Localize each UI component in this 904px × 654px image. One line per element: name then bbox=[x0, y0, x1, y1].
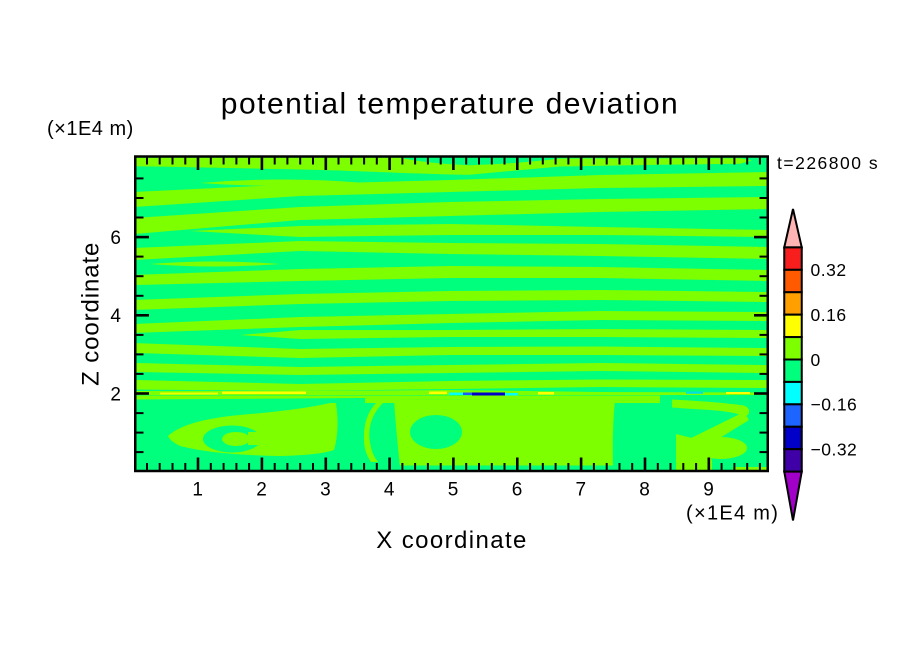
svg-text:t=226800 s: t=226800 s bbox=[777, 153, 879, 173]
svg-text:6: 6 bbox=[512, 480, 523, 501]
svg-text:(×1E4 m): (×1E4 m) bbox=[47, 118, 134, 140]
svg-text:2: 2 bbox=[256, 480, 267, 501]
svg-text:0: 0 bbox=[811, 350, 821, 370]
svg-text:6: 6 bbox=[110, 228, 121, 249]
svg-text:−0.32: −0.32 bbox=[811, 440, 858, 460]
svg-text:2: 2 bbox=[110, 384, 121, 405]
svg-text:1: 1 bbox=[192, 480, 203, 501]
svg-text:9: 9 bbox=[703, 480, 714, 501]
svg-text:4: 4 bbox=[110, 306, 121, 327]
svg-text:3: 3 bbox=[320, 480, 331, 501]
svg-text:5: 5 bbox=[448, 480, 459, 501]
svg-text:7: 7 bbox=[576, 480, 587, 501]
svg-text:potential temperature deviatio: potential temperature deviation bbox=[221, 88, 679, 121]
svg-text:8: 8 bbox=[639, 480, 650, 501]
svg-text:4: 4 bbox=[384, 480, 395, 501]
svg-text:0.16: 0.16 bbox=[811, 305, 847, 325]
svg-text:Z coordinate: Z coordinate bbox=[78, 242, 105, 386]
svg-text:0.32: 0.32 bbox=[811, 260, 847, 280]
svg-text:−0.16: −0.16 bbox=[811, 395, 858, 415]
svg-text:(×1E4 m): (×1E4 m) bbox=[686, 503, 779, 525]
svg-text:X coordinate: X coordinate bbox=[376, 527, 528, 554]
